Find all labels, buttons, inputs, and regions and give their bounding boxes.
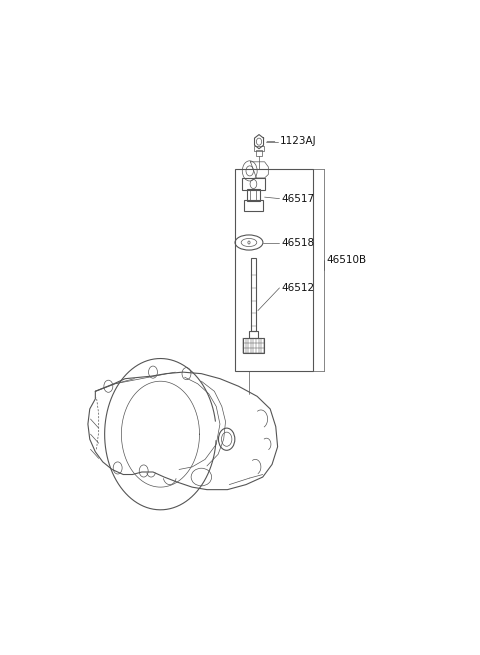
Bar [247,189,260,201]
Bar [251,257,256,331]
Bar [235,170,313,371]
Circle shape [218,428,235,450]
Bar [249,331,258,339]
Circle shape [221,432,232,446]
Text: 46512: 46512 [281,283,314,293]
Bar [243,339,264,354]
Bar [256,150,263,156]
Text: 1123AJ: 1123AJ [279,136,316,146]
Bar [242,178,264,189]
Text: 46518: 46518 [281,238,314,248]
Bar [254,146,264,151]
Bar [244,200,263,212]
Text: 46510B: 46510B [326,255,366,265]
Text: 46517: 46517 [281,194,314,204]
